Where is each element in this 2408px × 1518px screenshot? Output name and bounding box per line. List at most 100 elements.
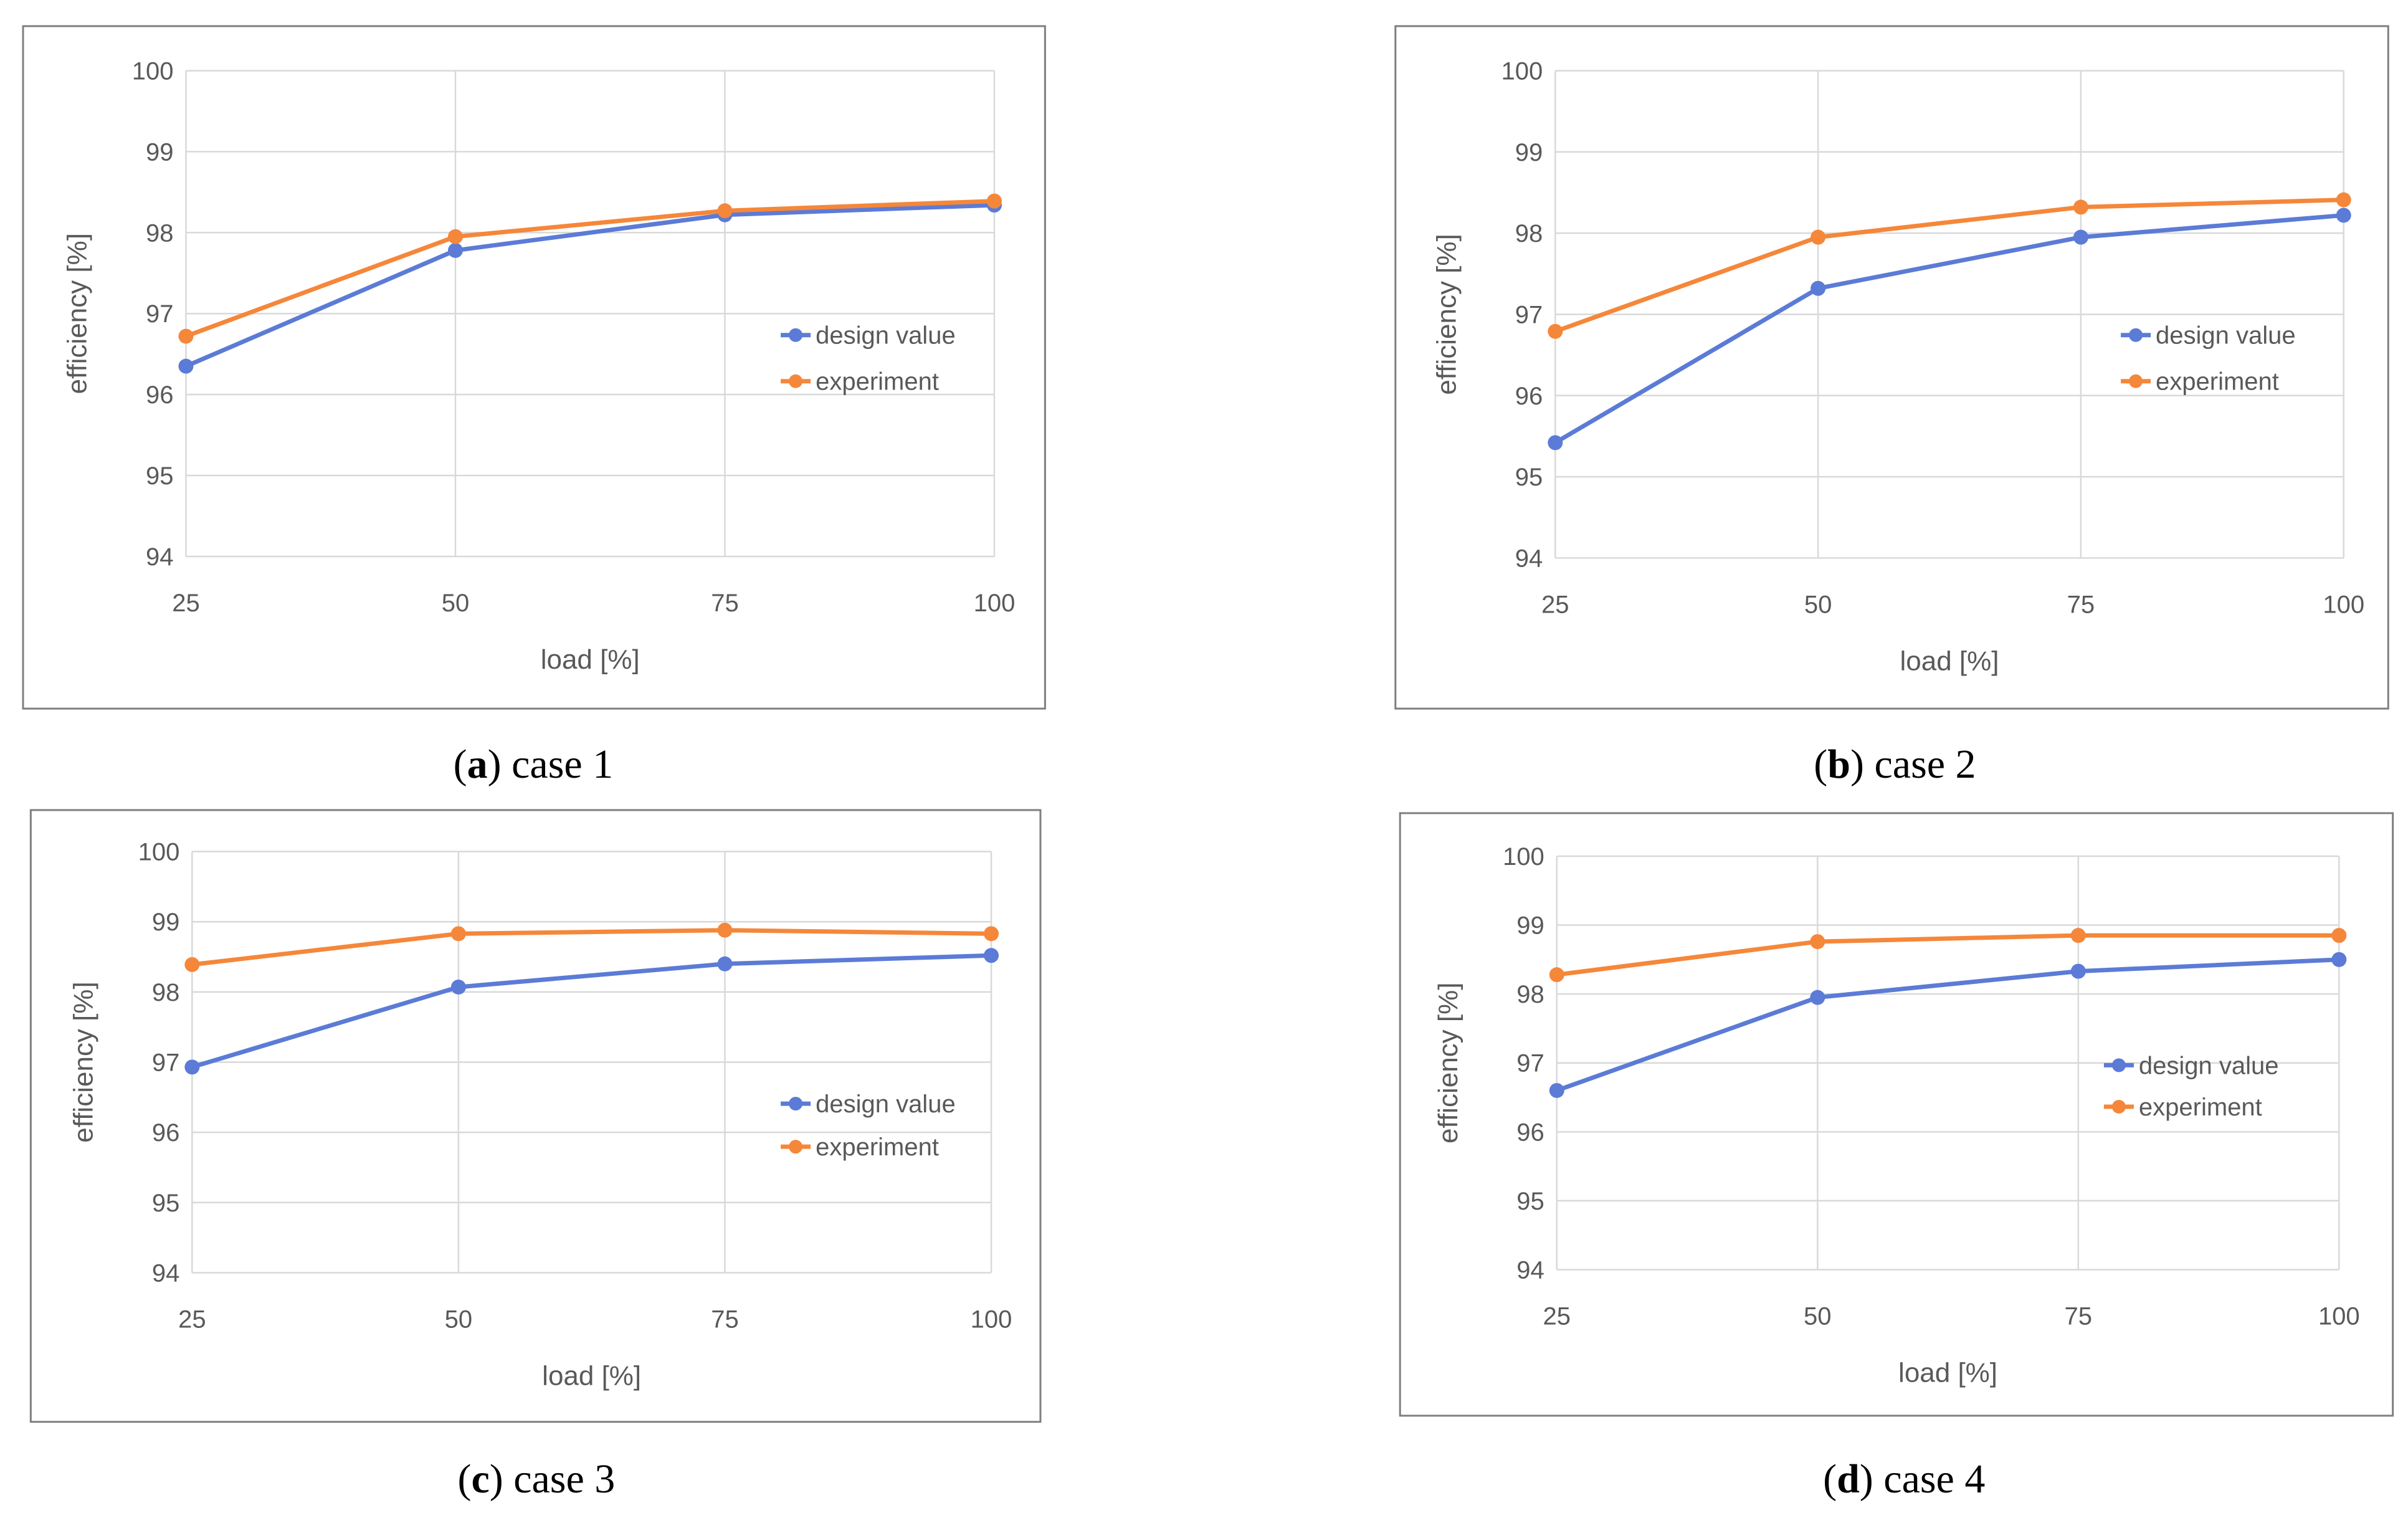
x-tick-label: 50 bbox=[442, 590, 470, 617]
data-point-experiment bbox=[184, 957, 200, 972]
x-tick-label: 75 bbox=[2065, 1302, 2093, 1330]
caption-text: case 3 bbox=[513, 1456, 615, 1502]
y-tick-label: 99 bbox=[152, 909, 180, 936]
x-tick-label: 25 bbox=[178, 1306, 206, 1333]
y-tick-label: 94 bbox=[1515, 545, 1543, 572]
data-point-experiment bbox=[450, 926, 466, 942]
y-tick-label: 99 bbox=[1516, 912, 1544, 940]
y-tick-label: 97 bbox=[146, 300, 174, 328]
chart-frame bbox=[29, 809, 1042, 1423]
caption-text: case 1 bbox=[512, 742, 613, 787]
legend-label: experiment bbox=[2139, 1094, 2262, 1121]
y-tick-label: 97 bbox=[152, 1049, 180, 1076]
data-point-design-value bbox=[184, 1059, 200, 1075]
data-point-experiment bbox=[1810, 934, 1825, 950]
y-tick-label: 95 bbox=[152, 1190, 180, 1217]
y-tick-label: 95 bbox=[1516, 1188, 1544, 1215]
data-point-experiment bbox=[1548, 323, 1563, 339]
data-point-experiment bbox=[1811, 229, 1826, 245]
caption-text: case 4 bbox=[1883, 1456, 1985, 1502]
y-tick-label: 96 bbox=[1516, 1119, 1544, 1146]
x-axis-label: load [%] bbox=[541, 644, 640, 675]
data-point-design-value bbox=[1549, 1082, 1564, 1098]
y-tick-label: 98 bbox=[1516, 981, 1544, 1008]
legend: design value experiment bbox=[2121, 322, 2296, 396]
series-line-experiment bbox=[185, 199, 995, 338]
legend-swatch-marker bbox=[789, 1097, 803, 1111]
x-tick-label: 25 bbox=[1541, 591, 1569, 618]
legend-swatch-marker bbox=[2111, 1058, 2126, 1072]
data-point-design-value bbox=[1548, 435, 1563, 451]
x-axis-label: load [%] bbox=[1898, 1357, 1997, 1388]
series-line-experiment bbox=[1554, 198, 2344, 334]
panel-caption: (a) case 1 bbox=[454, 742, 614, 787]
data-point-experiment bbox=[2073, 199, 2088, 215]
chart-panel-b: 94 95 96 97 98 99 100 25 50 75 100 load [%] efficien… bbox=[1394, 25, 2389, 787]
series-line-design-value bbox=[1554, 212, 2344, 445]
y-tick-label: 94 bbox=[152, 1259, 180, 1287]
x-tick-label: 25 bbox=[172, 590, 200, 617]
legend-swatch-marker bbox=[789, 1140, 803, 1154]
chart-frame bbox=[22, 25, 1046, 710]
y-tick-label: 100 bbox=[1501, 57, 1543, 85]
chart-frame bbox=[1394, 25, 2389, 710]
data-point-design-value bbox=[2336, 208, 2351, 223]
y-tick-label: 100 bbox=[132, 57, 174, 85]
y-tick-label: 99 bbox=[146, 138, 174, 166]
legend-swatch-marker bbox=[2129, 374, 2143, 388]
data-point-experiment bbox=[447, 229, 463, 244]
series-line-experiment bbox=[191, 928, 992, 967]
legend-swatch-marker bbox=[2129, 328, 2143, 342]
panel-caption: (d) case 4 bbox=[1823, 1456, 1985, 1502]
y-tick-label: 98 bbox=[146, 219, 174, 247]
data-point-experiment bbox=[717, 922, 733, 938]
data-point-experiment bbox=[2070, 928, 2086, 943]
panel-caption: (b) case 2 bbox=[1814, 742, 1976, 787]
legend-swatch-marker bbox=[789, 374, 803, 388]
x-tick-label: 25 bbox=[1543, 1302, 1571, 1330]
legend-label: design value bbox=[2139, 1052, 2279, 1079]
data-point-design-value bbox=[450, 979, 466, 995]
chart-panel-a: 94 95 96 97 98 99 100 25 50 75 100 load [%] efficien… bbox=[22, 25, 1046, 787]
y-tick-label: 95 bbox=[146, 462, 174, 490]
chart-frame bbox=[1399, 812, 2394, 1417]
data-point-design-value bbox=[1810, 990, 1825, 1005]
legend: design value experiment bbox=[781, 322, 956, 396]
y-tick-label: 100 bbox=[1503, 843, 1544, 871]
x-axis-label: load [%] bbox=[1900, 646, 1999, 676]
legend-label: design value bbox=[816, 322, 956, 350]
x-tick-label: 100 bbox=[971, 1306, 1012, 1333]
x-axis-label: load [%] bbox=[542, 1360, 641, 1391]
y-tick-label: 98 bbox=[1515, 220, 1543, 247]
data-point-design-value bbox=[2331, 952, 2347, 967]
data-point-design-value bbox=[178, 358, 194, 374]
data-point-experiment bbox=[178, 328, 194, 344]
legend-swatch-marker bbox=[789, 328, 803, 342]
caption-letter: b bbox=[1827, 742, 1850, 787]
y-tick-label: 94 bbox=[1516, 1256, 1544, 1284]
y-axis-label: efficiency [%] bbox=[1431, 234, 1462, 394]
series-line-design-value bbox=[1556, 957, 2339, 1093]
y-tick-label: 96 bbox=[146, 381, 174, 409]
x-tick-label: 100 bbox=[2318, 1302, 2360, 1330]
legend-label: design value bbox=[2156, 322, 2296, 350]
data-point-design-value bbox=[2070, 963, 2086, 979]
data-point-design-value bbox=[447, 242, 463, 258]
x-tick-label: 75 bbox=[2067, 591, 2095, 618]
x-tick-label: 50 bbox=[1804, 591, 1832, 618]
data-point-design-value bbox=[1811, 280, 1826, 296]
y-axis-label: efficiency [%] bbox=[62, 233, 92, 394]
legend-label: experiment bbox=[816, 368, 939, 396]
legend-label: design value bbox=[816, 1091, 956, 1118]
caption-letter: c bbox=[471, 1456, 489, 1502]
y-tick-label: 96 bbox=[1515, 383, 1543, 410]
data-point-design-value bbox=[2073, 229, 2088, 245]
data-point-experiment bbox=[717, 203, 733, 219]
data-point-experiment bbox=[2331, 928, 2347, 943]
y-tick-label: 95 bbox=[1515, 464, 1543, 491]
caption-text: case 2 bbox=[1874, 742, 1976, 787]
panel-caption: (c) case 3 bbox=[457, 1456, 615, 1502]
y-tick-label: 94 bbox=[146, 543, 174, 571]
series-line-design-value bbox=[191, 953, 992, 1069]
